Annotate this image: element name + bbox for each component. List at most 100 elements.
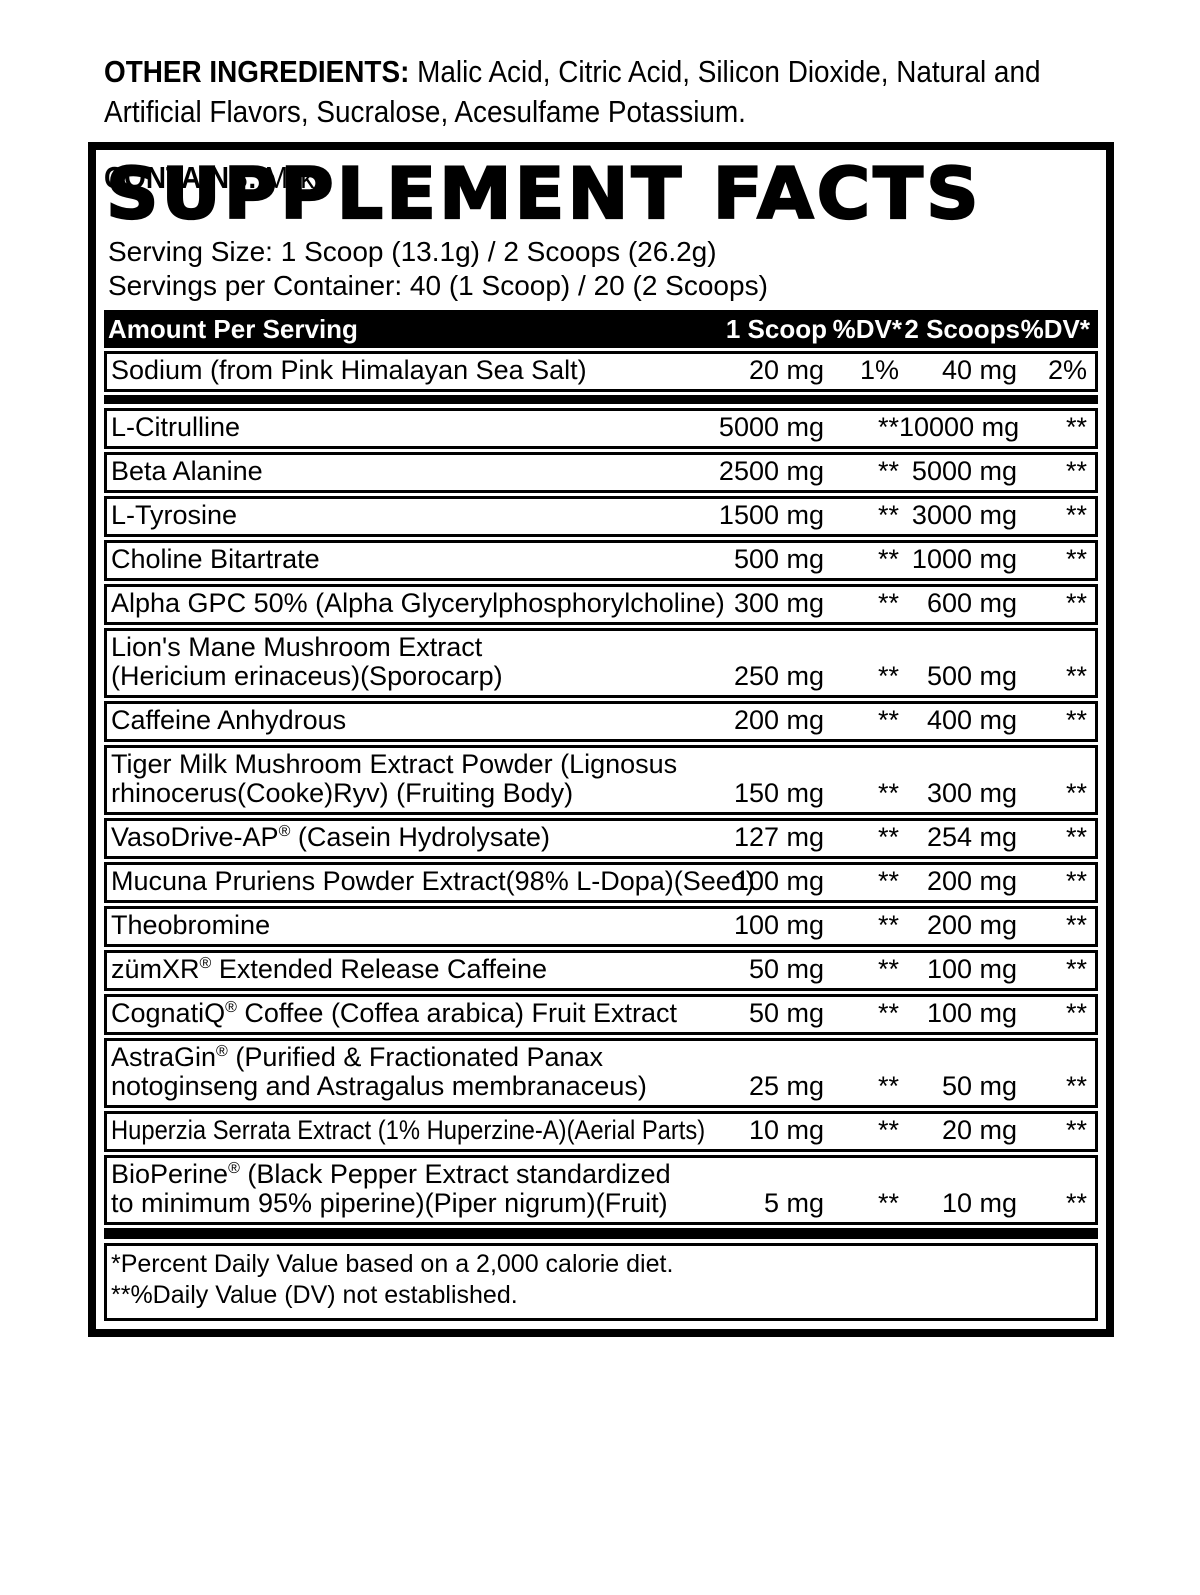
ingredient-dv-1scoop: ** [877, 1071, 899, 1101]
ingredient-name: Theobromine [111, 910, 271, 940]
ingredient-amount-1scoop: 150 mg [733, 778, 824, 808]
ingredient-amount-2scoops: 1000 mg [911, 544, 1017, 574]
ingredient-name: Lion's Mane Mushroom Extract (Hericium er… [111, 632, 503, 691]
ingredient-row: CognatiQ® Coffee (Coffea arabica) Fruit … [104, 994, 1098, 1035]
ingredient-row: zümXR® Extended Release Caffeine 50 mg *… [104, 950, 1098, 991]
ingredient-name: AstraGin® (Purified & Fractionated Panax… [111, 1042, 647, 1101]
col-2scoops-label: 2 Scoops [904, 314, 1020, 344]
ingredient-dv-2scoops: 2% [1047, 355, 1087, 385]
supplement-facts-panel: SUPPLEMENT FACTS Serving Size: 1 Scoop (… [88, 142, 1114, 1337]
ingredient-amount-2scoops: 10 mg [941, 1188, 1017, 1218]
ingredient-name: L-Tyrosine [111, 500, 238, 530]
ingredient-dv-2scoops: ** [1065, 954, 1087, 984]
ingredient-name: BioPerine® (Black Pepper Extract standar… [111, 1159, 671, 1218]
ingredient-name: Sodium (from Pink Himalayan Sea Salt) [111, 355, 587, 385]
other-ingredients-label: OTHER INGREDIENTS: [104, 54, 410, 89]
ingredient-amount-1scoop: 100 mg [733, 910, 824, 940]
panel-title: SUPPLEMENT FACTS [105, 153, 982, 235]
ingredient-dv-1scoop: ** [877, 456, 899, 486]
ingredient-amount-2scoops: 500 mg [926, 661, 1017, 691]
ingredient-dv-2scoops: ** [1065, 544, 1087, 574]
serving-size-line: Serving Size: 1 Scoop (13.1g) / 2 Scoops… [108, 236, 717, 267]
ingredient-amount-2scoops: 400 mg [926, 705, 1017, 735]
ingredient-amount-1scoop: 20 mg [748, 355, 824, 385]
ingredient-amount-2scoops: 600 mg [926, 588, 1017, 618]
ingredient-amount-2scoops: 100 mg [926, 954, 1017, 984]
ingredient-name: Choline Bitartrate [111, 544, 320, 574]
ingredient-dv-2scoops: ** [1065, 910, 1087, 940]
ingredient-amount-1scoop: 300 mg [733, 588, 824, 618]
ingredient-row: Alpha GPC 50% (Alpha Glycerylphosphorylc… [104, 584, 1098, 625]
footnote-dv-not-established: **%Daily Value (DV) not established. [111, 1281, 518, 1309]
other-ingredients-statement: OTHER INGREDIENTS: Malic Acid, Citric Ac… [104, 52, 1112, 132]
ingredient-name: Beta Alanine [111, 456, 263, 486]
footnote-divider-bar [104, 1228, 1098, 1239]
ingredient-row: Tiger Milk Mushroom Extract Powder (Lign… [104, 745, 1098, 815]
ingredient-name: Caffeine Anhydrous [111, 705, 347, 735]
ingredient-name: zümXR® Extended Release Caffeine [111, 954, 548, 984]
col-dv2-label: %DV* [1020, 314, 1090, 344]
ingredient-dv-2scoops: ** [1065, 822, 1087, 852]
ingredient-amount-2scoops: 20 mg [941, 1115, 1017, 1145]
ingredient-row: Mucuna Pruriens Powder Extract(98% L-Dop… [104, 862, 1098, 903]
footnotes-box: *Percent Daily Value based on a 2,000 ca… [104, 1243, 1098, 1321]
ingredient-dv-1scoop: ** [877, 544, 899, 574]
ingredient-amount-2scoops: 254 mg [926, 822, 1017, 852]
ingredient-dv-1scoop: ** [877, 412, 899, 442]
supplement-label-page: SUPPLEMENT FACTS Serving Size: 1 Scoop (… [0, 52, 1200, 1595]
ingredient-amount-2scoops: 200 mg [926, 910, 1017, 940]
ingredient-name: Huperzia Serrata Extract (1% Huperzine-A… [111, 1115, 706, 1145]
ingredient-row: AstraGin® (Purified & Fractionated Panax… [104, 1038, 1098, 1108]
ingredient-amount-2scoops: 5000 mg [911, 456, 1017, 486]
other-ingredients-text: Malic Acid, Citric Acid, Silicon Dioxide… [104, 54, 1041, 129]
amount-per-serving-label: Amount Per Serving [108, 314, 358, 344]
ingredient-dv-2scoops: ** [1065, 500, 1087, 530]
section-divider-bar [104, 395, 1098, 404]
ingredient-dv-2scoops: ** [1065, 778, 1087, 808]
ingredient-amount-2scoops: 100 mg [926, 998, 1017, 1028]
ingredient-dv-1scoop: 1% [859, 355, 899, 385]
ingredient-dv-1scoop: ** [877, 866, 899, 896]
ingredient-dv-1scoop: ** [877, 661, 899, 691]
ingredient-dv-2scoops: ** [1065, 456, 1087, 486]
ingredient-amount-1scoop: 25 mg [748, 1071, 824, 1101]
ingredient-amount-2scoops: 50 mg [941, 1071, 1017, 1101]
ingredient-dv-1scoop: ** [877, 1188, 899, 1218]
ingredient-amount-1scoop: 10 mg [748, 1115, 824, 1145]
ingredient-dv-1scoop: ** [877, 822, 899, 852]
ingredient-name: CognatiQ® Coffee (Coffea arabica) Fruit … [111, 998, 678, 1028]
table-header-bar: Amount Per Serving 1 Scoop %DV* 2 Scoops… [104, 310, 1098, 348]
ingredient-amount-1scoop: 200 mg [733, 705, 824, 735]
ingredient-amount-1scoop: 50 mg [748, 954, 824, 984]
ingredient-dv-2scoops: ** [1065, 1115, 1087, 1145]
ingredient-row: Theobromine 100 mg ** 200 mg ** [104, 906, 1098, 947]
ingredient-amount-1scoop: 100 mg [733, 866, 824, 896]
footnote-daily-value: *Percent Daily Value based on a 2,000 ca… [111, 1250, 674, 1278]
ingredient-dv-1scoop: ** [877, 1115, 899, 1145]
ingredient-dv-1scoop: ** [877, 778, 899, 808]
ingredient-dv-2scoops: ** [1065, 705, 1087, 735]
ingredient-amount-2scoops: 10000 mg [899, 412, 1020, 442]
col-dv1-label: %DV* [832, 314, 902, 344]
ingredient-amount-1scoop: 127 mg [733, 822, 824, 852]
ingredient-row: Huperzia Serrata Extract (1% Huperzine-A… [104, 1111, 1098, 1152]
ingredient-name: Tiger Milk Mushroom Extract Powder (Lign… [111, 749, 678, 808]
col-1scoop-label: 1 Scoop [725, 314, 827, 344]
ingredient-row: BioPerine® (Black Pepper Extract standar… [104, 1155, 1098, 1225]
ingredient-dv-1scoop: ** [877, 998, 899, 1028]
ingredient-dv-1scoop: ** [877, 705, 899, 735]
ingredient-amount-1scoop: 250 mg [733, 661, 824, 691]
ingredient-amount-1scoop: 500 mg [733, 544, 824, 574]
ingredient-amount-1scoop: 5000 mg [718, 412, 824, 442]
ingredient-dv-2scoops: ** [1065, 998, 1087, 1028]
ingredient-name: Mucuna Pruriens Powder Extract(98% L-Dop… [111, 866, 755, 896]
contains-statement: CONTAINS: Milk. [104, 158, 1112, 198]
ingredient-dv-1scoop: ** [877, 500, 899, 530]
ingredient-dv-1scoop: ** [877, 910, 899, 940]
ingredient-row: Lion's Mane Mushroom Extract (Hericium er… [104, 628, 1098, 698]
ingredient-dv-2scoops: ** [1065, 1188, 1087, 1218]
ingredient-dv-1scoop: ** [877, 588, 899, 618]
ingredient-row: Beta Alanine 2500 mg ** 5000 mg ** [104, 452, 1098, 493]
ingredient-amount-2scoops: 3000 mg [911, 500, 1017, 530]
contains-label: CONTAINS: [104, 160, 257, 195]
